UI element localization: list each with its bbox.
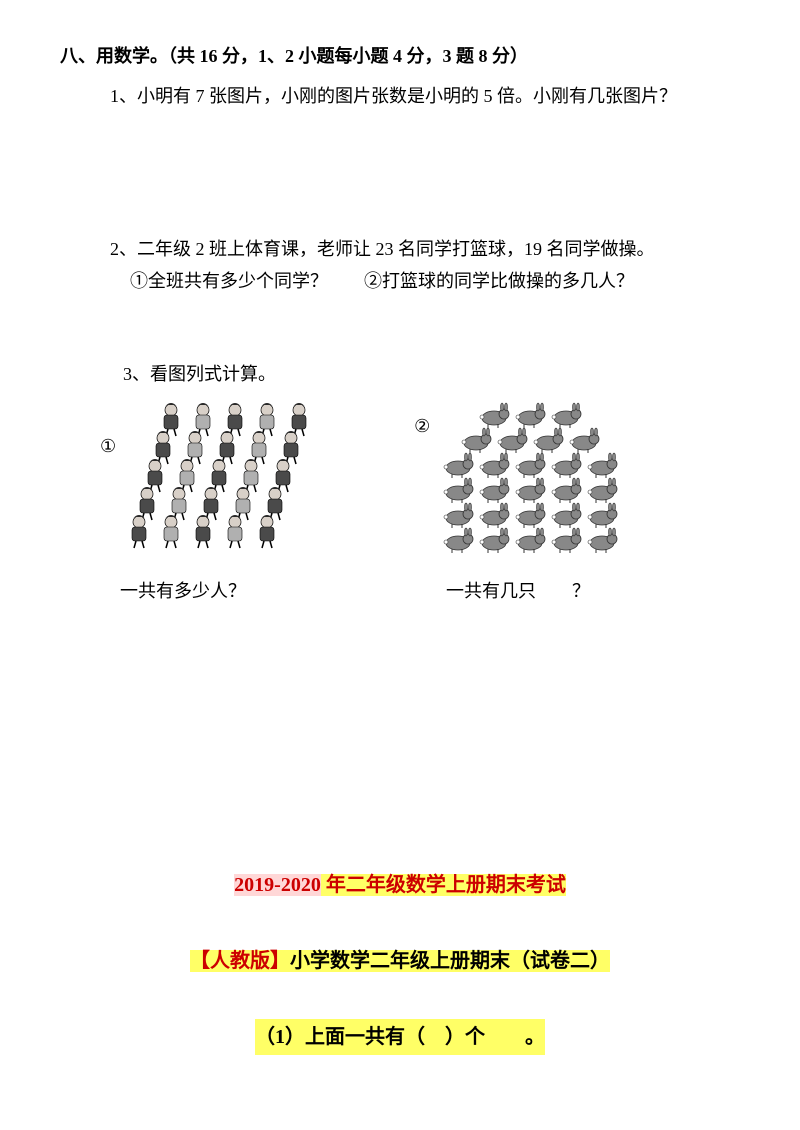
circle-num-2: ② [414,410,430,442]
question-1: 1、小明有 7 张图片，小刚的图片张数是小明的 5 倍。小刚有几张图片？ [110,80,740,112]
caption-2: 一共有几只 ？ [446,575,590,607]
hl-1b: 年二年级数学上册期末考试 [321,874,566,896]
bottom-line-2: 【人教版】小学数学二年级上册期末（试卷二） [190,943,610,979]
caption-1: 一共有多少人？ [120,575,246,607]
image-block-2: ② [414,400,628,560]
people-rows-image [124,400,324,560]
hl-1a: 2019-2020 [234,874,321,896]
q2-sub: ①全班共有多少个同学？ ②打篮球的同学比做操的多几人？ [130,265,740,297]
caption-row: 一共有多少人？ 一共有几只 ？ [120,575,740,607]
q2-main: 2、二年级 2 班上体育课，老师让 23 名同学打篮球，19 名同学做操。 [110,233,740,265]
image-row: ① ② [100,400,740,560]
q3-title: 3、看图列式计算。 [123,358,740,390]
bottom-line-1: 2019-2020 年二年级数学上册期末考试 [234,867,566,903]
question-2: 2、二年级 2 班上体育课，老师让 23 名同学打篮球，19 名同学做操。 ①全… [110,233,740,298]
bottom-line-3: （1）上面一共有（ ）个 。 [255,1019,545,1055]
section-header: 八、用数学。（共 16 分，1、2 小题每小题 4 分，3 题 8 分） [60,40,740,72]
rabbits-image [438,400,628,560]
hl-2a: 【人教版】 [190,950,290,972]
circle-num-1: ① [100,430,116,462]
image-block-1: ① [100,400,324,560]
bottom-section: 2019-2020 年二年级数学上册期末考试 【人教版】小学数学二年级上册期末（… [60,867,740,1095]
hl-2b: 小学数学二年级上册期末（试卷二） [290,950,610,972]
